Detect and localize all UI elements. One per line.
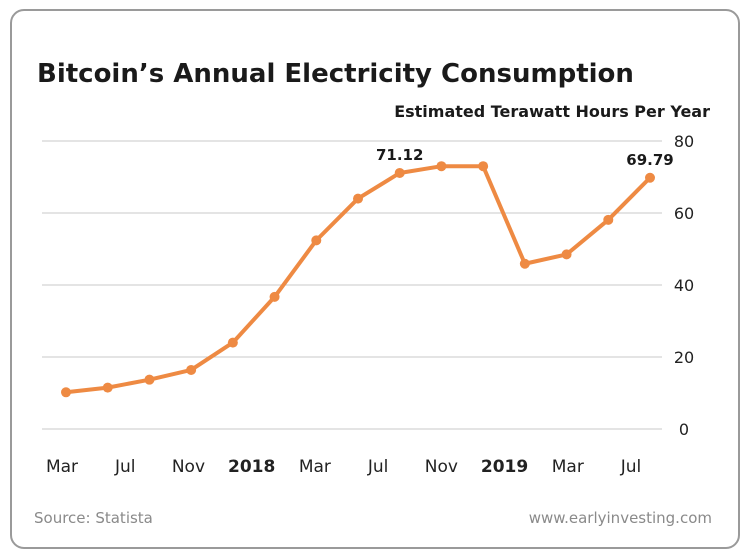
data-point <box>353 193 363 204</box>
data-point <box>227 337 238 348</box>
series-line-group <box>61 161 655 398</box>
data-label: 71.12 <box>376 146 423 164</box>
x-tick-label: 2018 <box>228 457 275 477</box>
data-point <box>561 249 572 260</box>
data-point <box>645 172 655 183</box>
x-tick-label: Mar <box>552 457 584 477</box>
chart-subtitle: Estimated Terawatt Hours Per Year <box>394 102 710 121</box>
data-point <box>519 258 530 269</box>
x-tick-label: Jul <box>367 457 389 477</box>
data-point <box>61 387 71 398</box>
data-point <box>186 364 197 375</box>
data-point <box>144 374 155 385</box>
data-point <box>311 235 322 246</box>
data-point <box>102 382 113 393</box>
chart-title: Bitcoin’s Annual Electricity Consumption <box>37 59 634 89</box>
source-note: Source: Statista <box>34 509 153 527</box>
x-tick-label: Jul <box>114 457 136 477</box>
x-tick-label: Nov <box>172 457 205 477</box>
y-tick-label: 80 <box>674 132 694 151</box>
y-axis-ticks: 0 20 40 60 80 <box>674 132 694 439</box>
website-credit: www.earlyinvesting.com <box>529 509 712 527</box>
data-point <box>478 161 489 172</box>
x-axis-ticks: Mar Jul Nov 2018 Mar Jul Nov 2019 Mar Jul <box>46 457 641 477</box>
x-tick-label: Mar <box>46 457 78 477</box>
data-point <box>269 291 280 302</box>
data-point <box>436 161 447 172</box>
y-tick-label: 60 <box>674 204 694 223</box>
x-tick-label: Mar <box>299 457 331 477</box>
x-tick-label: Nov <box>425 457 458 477</box>
data-point <box>603 214 614 225</box>
y-tick-label: 0 <box>679 420 689 439</box>
data-point <box>394 167 405 178</box>
gridlines <box>42 140 662 430</box>
data-labels: 71.12 69.79 <box>376 146 674 169</box>
y-tick-label: 40 <box>674 276 694 295</box>
y-tick-label: 20 <box>674 348 694 367</box>
chart-frame <box>10 9 740 549</box>
x-tick-label: Jul <box>620 457 642 477</box>
x-tick-label: 2019 <box>481 457 528 477</box>
data-label: 69.79 <box>626 151 673 169</box>
